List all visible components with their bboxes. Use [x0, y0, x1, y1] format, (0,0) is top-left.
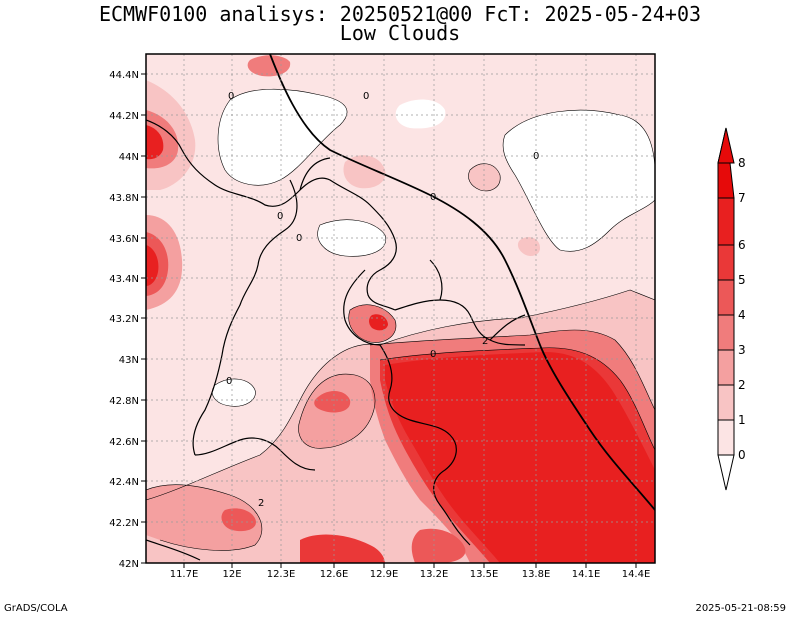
- lat-label: 44N: [119, 152, 139, 163]
- lat-label: 42N: [119, 559, 139, 570]
- colorbar-segment: [717, 197, 735, 246]
- contour-label: 0: [430, 349, 436, 360]
- colorbar-segment: [717, 314, 735, 351]
- map-frame: [145, 53, 656, 564]
- contour-label: 2: [258, 498, 264, 509]
- lon-label: 14.4E: [622, 569, 651, 580]
- colorbar-label: 8: [738, 156, 746, 170]
- contour-label: 0: [533, 151, 539, 162]
- lon-label: 13.2E: [420, 569, 449, 580]
- colorbar-label: 5: [738, 273, 746, 287]
- colorbar-segment: [717, 127, 735, 164]
- lat-label: 43.8N: [109, 193, 139, 204]
- lat-label: 43.4N: [109, 274, 139, 285]
- clear-area: [395, 99, 446, 129]
- lon-label: 12.6E: [320, 569, 349, 580]
- colorbar-segment: [717, 419, 735, 456]
- clear-area: [218, 89, 348, 186]
- contour-label: 0: [363, 91, 369, 102]
- lat-label: 42.6N: [109, 437, 139, 448]
- colorbar-label: 1: [738, 413, 746, 427]
- colorbar: [717, 127, 735, 491]
- colorbar-label: 7: [738, 191, 746, 205]
- clear-area: [212, 378, 256, 407]
- colorbar-segment: [717, 244, 735, 281]
- colorbar-label: 3: [738, 343, 746, 357]
- lat-label: 42.8N: [109, 396, 139, 407]
- lat-label: 44.4N: [109, 70, 139, 81]
- contour-label: 2: [482, 336, 488, 347]
- footer-timestamp: 2025-05-21-08:59: [695, 603, 786, 614]
- contour-label: 0: [228, 91, 234, 102]
- lon-label: 14.1E: [572, 569, 601, 580]
- longitude-labels: 11.7E 12E 12.3E 12.6E 12.9E 13.2E 13.5E …: [170, 569, 651, 580]
- contour-label: 0: [430, 192, 436, 203]
- contour-label: 0: [277, 211, 283, 222]
- contour-label: 0: [296, 233, 302, 244]
- lat-label: 43N: [119, 355, 139, 366]
- lon-label: 13.5E: [470, 569, 499, 580]
- colorbar-segment: [717, 349, 735, 386]
- lat-label: 43.6N: [109, 234, 139, 245]
- colorbar-segment: [717, 279, 735, 316]
- lon-label: 12E: [222, 569, 241, 580]
- colorbar-label: 4: [738, 308, 746, 322]
- colorbar-label: 0: [738, 448, 746, 462]
- colorbar-segment: [717, 384, 735, 421]
- colorbar-labels: 0 1 2 3 4 5 6 7 8: [738, 156, 746, 462]
- contour-labels: 0 0 0 0 0 0 0 0 2 2: [226, 91, 539, 509]
- coastline: [269, 54, 655, 511]
- lon-label: 11.7E: [170, 569, 199, 580]
- colorbar-label: 2: [738, 378, 746, 392]
- colorbar-label: 6: [738, 238, 746, 252]
- contour-label: 0: [226, 376, 232, 387]
- footer-software: GrADS/COLA: [4, 603, 68, 614]
- lon-label: 12.3E: [267, 569, 296, 580]
- map-title: ECMWF0100 analisys: 20250521@00 FcT: 202…: [98, 2, 702, 26]
- region-borders: [146, 119, 526, 561]
- latitude-labels: 44.4N 44.2N 44N 43.8N 43.6N 43.4N 43.2N …: [109, 70, 139, 570]
- lat-label: 42.2N: [109, 518, 139, 529]
- clear-area: [503, 110, 655, 252]
- lon-label: 13.8E: [522, 569, 551, 580]
- lat-label: 44.2N: [109, 111, 139, 122]
- map-subtitle: Low Clouds: [339, 21, 461, 45]
- colorbar-segment: [717, 454, 735, 491]
- lat-label: 43.2N: [109, 314, 139, 325]
- lon-label: 12.9E: [370, 569, 399, 580]
- axis-ticks: [141, 73, 637, 568]
- lat-label: 42.4N: [109, 477, 139, 488]
